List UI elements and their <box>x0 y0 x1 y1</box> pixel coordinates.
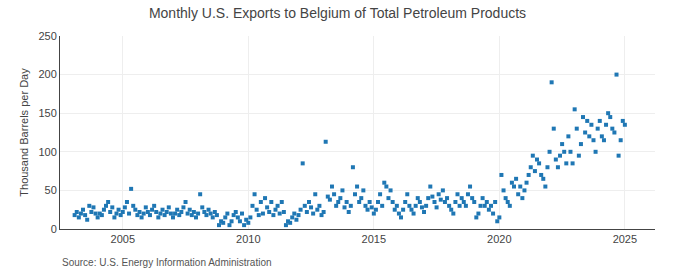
svg-text:Source: U.S. Energy Informatio: Source: U.S. Energy Information Administ… <box>62 257 272 268</box>
svg-text:2020: 2020 <box>487 233 511 245</box>
svg-text:150: 150 <box>38 107 56 119</box>
svg-text:250: 250 <box>38 30 56 42</box>
svg-text:100: 100 <box>38 146 56 158</box>
svg-text:Monthly U.S. Exports to Belgiu: Monthly U.S. Exports to Belgium of Total… <box>149 5 526 21</box>
svg-text:2010: 2010 <box>236 233 260 245</box>
svg-text:200: 200 <box>38 68 56 80</box>
svg-text:0: 0 <box>51 223 57 235</box>
svg-text:50: 50 <box>45 184 57 196</box>
svg-text:Thousand Barrels per Day: Thousand Barrels per Day <box>18 68 30 197</box>
svg-text:2005: 2005 <box>111 233 135 245</box>
svg-text:2015: 2015 <box>362 233 386 245</box>
svg-text:2025: 2025 <box>613 233 637 245</box>
